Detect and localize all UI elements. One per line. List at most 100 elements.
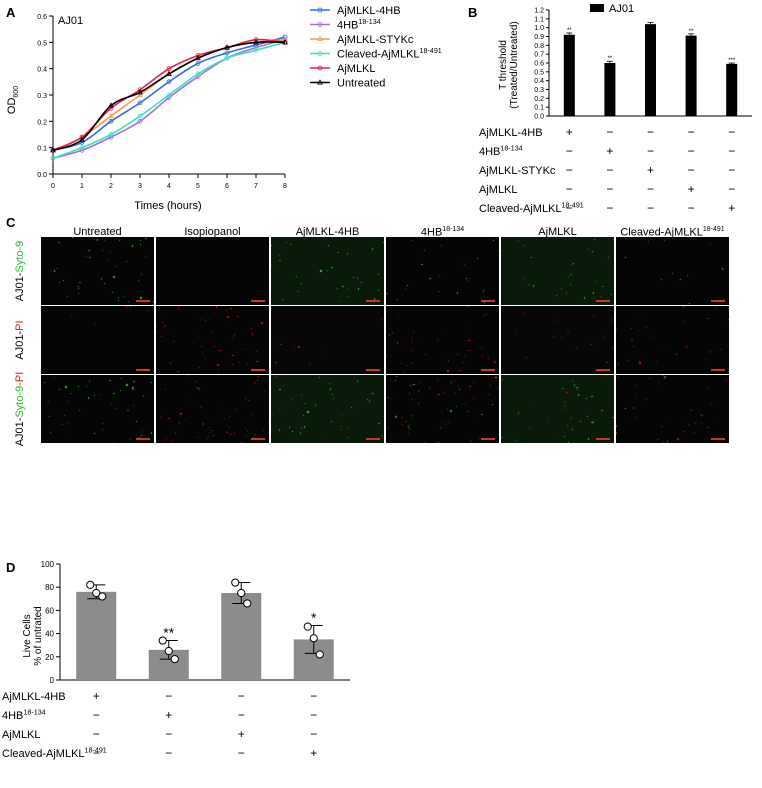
chart-b-bar: [604, 63, 616, 116]
chart-a-data-point: [137, 113, 143, 119]
chart-b-table-row-label: AjMLKL-4HB: [479, 127, 543, 139]
chart-b-y-tick-label: 0.4: [534, 78, 544, 85]
chart-d-y-tick-label: 60: [45, 606, 54, 615]
micrograph-pixels: [271, 375, 384, 443]
micrograph-pixels: [616, 375, 729, 443]
chart-d-table-row-label: AjMLKL: [2, 729, 41, 741]
scale-bar: [251, 300, 265, 302]
chart-d-data-point: [303, 622, 312, 631]
chart-d-table-row-label: Cleaved-AjMLKL18-491: [2, 747, 107, 760]
chart-d-table-sign: +: [310, 746, 317, 760]
micrograph-pixels: [41, 306, 154, 374]
chart-a-x-tick-label: 7: [254, 183, 258, 190]
chart-d-y-tick-label: 40: [45, 630, 54, 639]
micrograph-pixels: [386, 375, 499, 443]
micrograph-image: [386, 375, 499, 443]
chart-a-y-tick-label: 0.6: [37, 14, 47, 21]
scale-bar: [481, 300, 495, 302]
chart-a-data-point: [253, 39, 259, 45]
chart-b-table-row-label: 4HB18-134: [479, 145, 523, 158]
chart-a-x-tick-label: 5: [196, 183, 200, 190]
chart-a-legend-label: Untreated: [337, 78, 385, 90]
micrograph-pixels: [386, 306, 499, 374]
micrograph-column-header: Isopiopanol: [184, 226, 241, 238]
chart-d-table-sign: −: [310, 708, 317, 722]
chart-a-legend-marker: [317, 7, 323, 13]
micrograph-column-header: AjMLKL: [538, 226, 577, 238]
chart-d-bar: [221, 593, 262, 680]
chart-b-y-tick-label: 1.0: [534, 25, 544, 32]
scale-bar: [136, 438, 150, 440]
micrograph-column-header: 4HB18-134: [420, 226, 465, 239]
chart-a-data-point: [108, 112, 114, 119]
live-cells-chart: D Live Cells% of untrated 020406080100**…: [6, 560, 350, 685]
chart-a-x-tick-label: 3: [138, 183, 142, 190]
chart-d-table-row-label: 4HB18-134: [2, 709, 46, 722]
chart-d-y-tick-label: 80: [45, 583, 54, 592]
chart-a-y-tick-label: 0.5: [37, 40, 47, 47]
chart-b-bar: [685, 35, 697, 116]
chart-b-y-tick-label: 0.8: [534, 43, 544, 50]
chart-d-table-sign: −: [93, 727, 100, 741]
micrograph-pixels: [501, 237, 614, 305]
chart-d-data-point: [309, 634, 318, 643]
chart-a-y-tick-label: 0.2: [37, 119, 47, 126]
chart-d-significance: **: [163, 625, 174, 641]
chart-a-data-point: [108, 132, 114, 137]
chart-a-data-point: [166, 70, 172, 76]
chart-b-table-sign: −: [728, 125, 735, 139]
micrograph-image: [501, 375, 614, 443]
chart-a-data-point: [137, 91, 143, 97]
chart-d-data-point: [164, 646, 173, 656]
t-threshold-chart: B AJ01 T threshold(Treated/Untreated) 0.…: [468, 3, 752, 121]
od600-growth-chart: A AJ01 OD600 Times (hours) AjMLKL-4HB4HB…: [6, 5, 442, 212]
chart-d-condition-table: AjMLKL-4HB + − − −4HB18-134− + − −AjMLKL − − + −Cle…: [2, 689, 317, 760]
chart-b-table-sign: −: [728, 163, 735, 177]
chart-b-table-sign: −: [566, 201, 573, 215]
chart-b-table-sign: +: [688, 182, 695, 196]
chart-a-y-tick-label: 0.0: [37, 172, 47, 179]
chart-b-y-tick-label: 0.0: [534, 114, 544, 121]
chart-a-legend-marker: [317, 35, 323, 41]
chart-b-y-tick-label: 0.5: [534, 69, 544, 76]
chart-d-table-sign: +: [238, 727, 245, 741]
chart-b-table-sign: −: [606, 163, 613, 177]
micrograph-image: [271, 375, 384, 443]
micrograph-column-header: AjMLKL-4HB: [295, 226, 360, 238]
micrograph-pixels: [156, 237, 269, 305]
scale-bar: [481, 369, 495, 371]
micrograph-image: [41, 375, 154, 443]
chart-a-data-point: [195, 54, 201, 61]
micrograph-image: [41, 306, 154, 374]
chart-b-significance: **: [689, 29, 694, 35]
micrograph-image: [616, 306, 729, 374]
chart-a-x-tick-label: 8: [283, 183, 287, 190]
chart-a-x-tick-label: 6: [225, 183, 229, 190]
scale-bar: [596, 369, 610, 371]
panel-label-b: B: [468, 5, 477, 20]
panel-label-a: A: [6, 5, 16, 20]
micrograph-row-label: AJ01-Syto-9: [14, 240, 26, 302]
chart-a-x-axis-label: Times (hours): [134, 200, 201, 212]
micrograph-image: [386, 237, 499, 305]
chart-b-table-sign: +: [566, 125, 573, 139]
chart-a-legend-marker: [317, 22, 323, 27]
micrograph-column-header: Untreated: [73, 226, 122, 238]
micrograph-pixels: [271, 237, 384, 305]
scale-bar: [136, 300, 150, 302]
micrograph-image: [271, 306, 384, 374]
chart-d-table-sign: −: [310, 727, 317, 741]
panel-label-d: D: [6, 560, 15, 575]
chart-d-table-sign: +: [93, 689, 100, 703]
chart-b-table-sign: +: [606, 144, 613, 158]
scale-bar: [596, 438, 610, 440]
scale-bar: [596, 300, 610, 302]
chart-b-significance: **: [608, 56, 613, 62]
chart-a-data-point: [166, 92, 172, 98]
chart-a-data-point: [253, 47, 259, 53]
scale-bar: [366, 300, 380, 302]
chart-a-data-point: [79, 136, 85, 142]
chart-b-table-row-label: Cleaved-AjMLKL18-491: [479, 202, 584, 215]
chart-b-table-sign: −: [566, 163, 573, 177]
chart-d-data-point: [237, 588, 246, 598]
